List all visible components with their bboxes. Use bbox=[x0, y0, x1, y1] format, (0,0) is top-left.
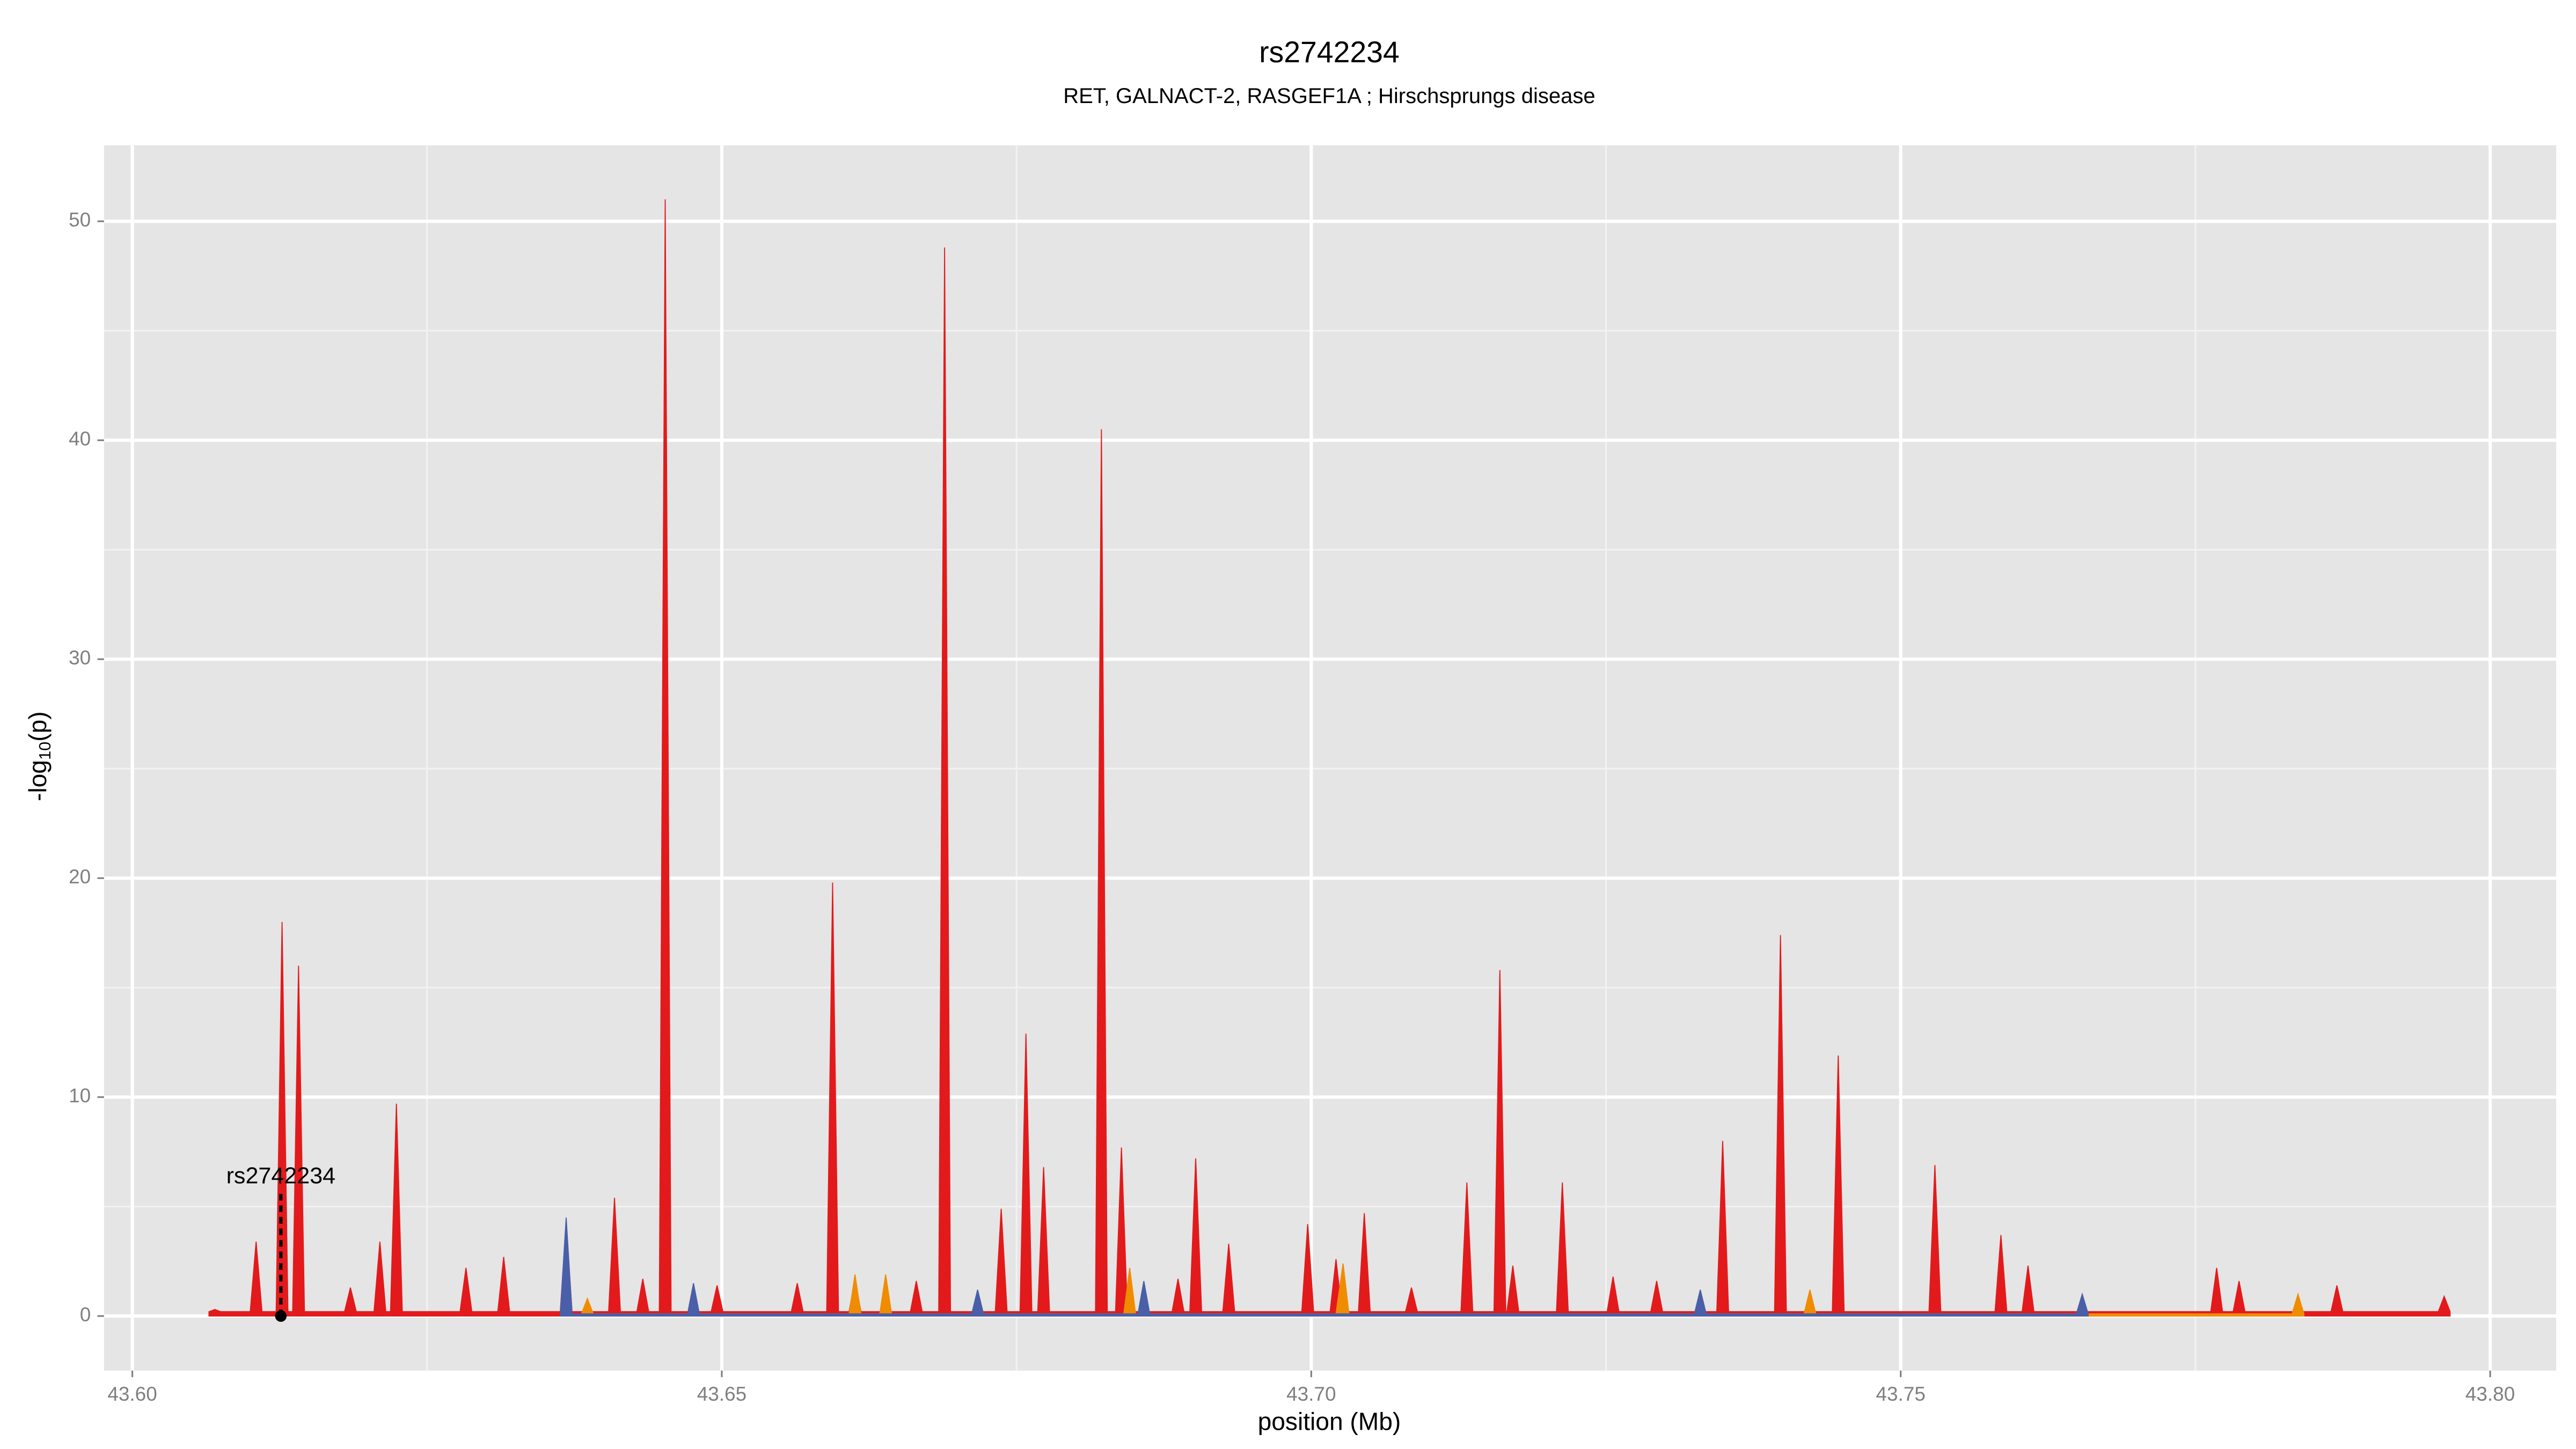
y-axis-label: -log10(p) bbox=[24, 711, 54, 801]
y-tick-label: 20 bbox=[69, 866, 91, 888]
y-axis-label-part: -log bbox=[24, 760, 52, 801]
annotation-point bbox=[275, 1310, 287, 1322]
y-tick-label: 30 bbox=[69, 647, 91, 669]
x-tick-label: 43.70 bbox=[1286, 1383, 1336, 1405]
annotation-label: rs2742234 bbox=[226, 1163, 336, 1189]
area bbox=[208, 199, 2451, 1317]
area bbox=[560, 1217, 2089, 1317]
grid bbox=[104, 145, 2557, 1371]
marks bbox=[208, 199, 2451, 1317]
x-tick-label: 43.75 bbox=[1876, 1383, 1926, 1405]
y-tick-label: 40 bbox=[69, 428, 91, 450]
plot-panel bbox=[104, 145, 2557, 1371]
y-tick-label: 0 bbox=[80, 1304, 91, 1326]
x-axis-label: position (Mb) bbox=[1258, 1407, 1401, 1435]
x-tick-label: 43.80 bbox=[2465, 1383, 2515, 1405]
chart-title: rs2742234 bbox=[1259, 35, 1400, 69]
y-tick-label: 50 bbox=[69, 209, 91, 231]
y-axis-label-part: (p) bbox=[24, 711, 52, 741]
y-tick-label: 10 bbox=[69, 1085, 91, 1107]
y-axis-label-sub: 10 bbox=[35, 742, 54, 760]
chart-subtitle: RET, GALNACT-2, RASGEF1A ; Hirschsprungs… bbox=[1063, 84, 1595, 108]
x-tick-label: 43.60 bbox=[107, 1383, 157, 1405]
x-tick-label: 43.65 bbox=[697, 1383, 747, 1405]
